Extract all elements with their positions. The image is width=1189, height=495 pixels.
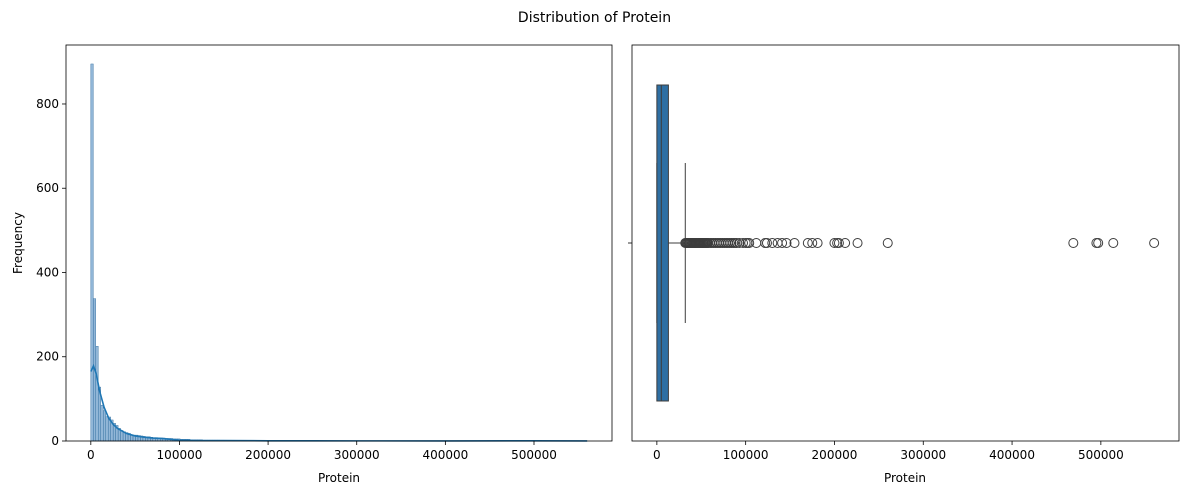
histogram-bar bbox=[100, 404, 104, 442]
histogram-y-axis-label: Frequency bbox=[11, 212, 25, 274]
boxplot-outlier-point bbox=[777, 238, 788, 248]
boxplot-box bbox=[656, 84, 669, 402]
figure-title: Distribution of Protein bbox=[518, 10, 671, 26]
boxplot-outlier-point bbox=[1149, 238, 1160, 248]
boxplot-outlier-point bbox=[1068, 238, 1079, 248]
boxplot-x-tick-label: 300000 bbox=[900, 448, 946, 462]
boxplot-outlier-point bbox=[840, 238, 851, 248]
histogram-y-tick-label: 800 bbox=[36, 97, 59, 111]
boxplot-outlier-point bbox=[781, 238, 792, 248]
boxplot-outlier-point bbox=[744, 238, 755, 248]
histogram-x-axis-label: Protein bbox=[318, 471, 360, 485]
histogram-frame bbox=[65, 44, 613, 442]
histogram-x-tick-label: 400000 bbox=[422, 448, 468, 462]
boxplot-outlier-point bbox=[789, 238, 800, 248]
boxplot-x-tick-label: 100000 bbox=[723, 448, 769, 462]
histogram-x-tick-label: 500000 bbox=[511, 448, 557, 462]
histogram-bar bbox=[95, 346, 99, 442]
boxplot-x-ticks: 0 100000 200000 300000 400000 500000 bbox=[653, 441, 1124, 462]
histogram-bar bbox=[103, 410, 106, 442]
boxplot-panel: 0 100000 200000 300000 400000 500000 Protein bbox=[628, 44, 1180, 485]
boxplot-outlier-point bbox=[807, 238, 818, 248]
boxplot-outlier-point bbox=[829, 238, 840, 248]
boxplot-outlier-point bbox=[1108, 238, 1119, 248]
boxplot-outlier-point bbox=[833, 238, 844, 248]
boxplot-outlier-point bbox=[734, 238, 745, 248]
histogram-y-tick-label: 200 bbox=[36, 350, 59, 364]
histogram-y-tick-label: 0 bbox=[51, 434, 59, 448]
histogram-bar bbox=[105, 416, 109, 442]
boxplot-outlier-point bbox=[737, 238, 748, 248]
histogram-y-ticks: 0 200 400 600 800 bbox=[36, 97, 66, 448]
histogram-x-ticks: 0 100000 200000 300000 400000 500000 bbox=[87, 441, 557, 462]
histogram-plot-area bbox=[66, 45, 612, 441]
histogram-x-tick-label: 300000 bbox=[334, 448, 380, 462]
boxplot-x-axis-label: Protein bbox=[884, 471, 926, 485]
boxplot-outlier-point bbox=[852, 238, 863, 248]
boxplot-outlier-point bbox=[882, 238, 893, 248]
histogram-bar bbox=[90, 63, 94, 442]
boxplot-x-tick-label: 400000 bbox=[989, 448, 1035, 462]
boxplot-outlier-point bbox=[802, 238, 813, 248]
histogram-x-tick-label: 200000 bbox=[245, 448, 291, 462]
histogram-y-tick-label: 400 bbox=[36, 265, 59, 279]
boxplot-outlier-point bbox=[1093, 238, 1104, 248]
histogram-panel: 0 100000 200000 300000 400000 500000 0 200 400 6… bbox=[11, 44, 613, 485]
histogram-x-tick-label: 0 bbox=[87, 448, 95, 462]
boxplot-outlier-point bbox=[767, 238, 778, 248]
boxplot-x-tick-label: 200000 bbox=[812, 448, 858, 462]
boxplot-outliers bbox=[680, 238, 1160, 248]
boxplot-outlier-point bbox=[761, 238, 772, 248]
histogram-y-tick-label: 600 bbox=[36, 181, 59, 195]
histogram-x-tick-label: 100000 bbox=[157, 448, 203, 462]
boxplot-x-tick-label: 500000 bbox=[1078, 448, 1124, 462]
boxplot-outlier-point bbox=[812, 238, 823, 248]
boxplot-x-tick-label: 0 bbox=[653, 448, 661, 462]
